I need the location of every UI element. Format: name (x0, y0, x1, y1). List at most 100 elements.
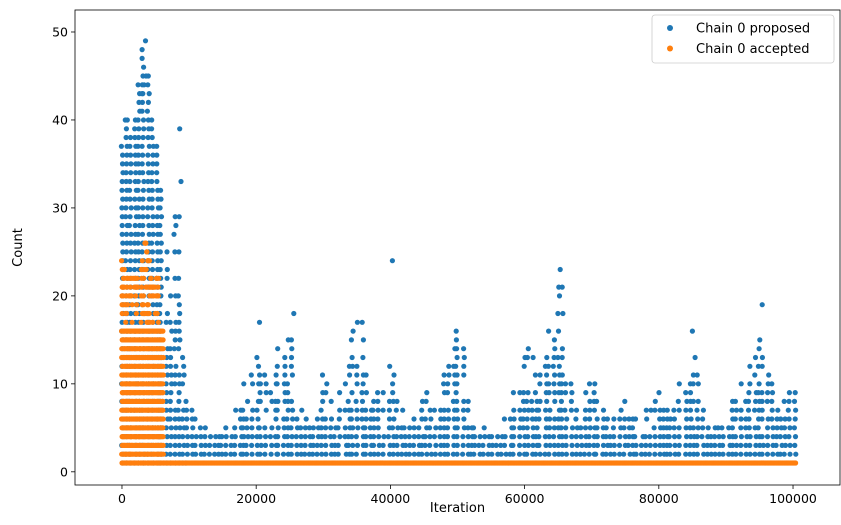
proposed-point (591, 442, 597, 448)
proposed-point (299, 407, 305, 413)
proposed-point (592, 381, 598, 387)
accepted-point (129, 319, 135, 325)
proposed-point (791, 425, 798, 431)
proposed-point (145, 82, 151, 88)
proposed-point (198, 442, 204, 448)
proposed-point (150, 152, 156, 158)
proposed-point (690, 425, 697, 431)
proposed-point (175, 407, 181, 413)
proposed-point (708, 434, 714, 440)
proposed-point (446, 372, 452, 378)
proposed-point (348, 407, 354, 413)
proposed-point (530, 425, 536, 431)
proposed-point (168, 390, 174, 396)
proposed-point (568, 398, 575, 404)
proposed-point (127, 196, 133, 202)
proposed-point (387, 451, 393, 457)
proposed-point (471, 434, 478, 440)
proposed-point (146, 91, 152, 97)
proposed-point (149, 117, 155, 123)
accepted-point (127, 275, 133, 281)
proposed-point (394, 434, 400, 440)
proposed-point (445, 407, 451, 413)
proposed-point (164, 310, 170, 317)
proposed-point (175, 293, 181, 299)
proposed-point (552, 346, 558, 352)
proposed-point (319, 434, 325, 440)
proposed-point (257, 398, 263, 404)
proposed-point (167, 319, 173, 325)
proposed-point (245, 398, 251, 404)
proposed-point (507, 416, 513, 422)
proposed-point (363, 442, 369, 448)
proposed-point (695, 425, 701, 431)
proposed-point (140, 117, 147, 123)
proposed-point (573, 434, 579, 440)
proposed-point (184, 451, 190, 457)
proposed-point (282, 372, 288, 378)
accepted-point (160, 425, 166, 431)
proposed-point (167, 363, 174, 369)
proposed-point (127, 143, 133, 149)
proposed-point (262, 372, 268, 378)
proposed-point (267, 390, 274, 396)
proposed-point (676, 442, 682, 448)
proposed-point (564, 416, 570, 422)
proposed-point (716, 451, 722, 457)
proposed-point (127, 240, 134, 246)
proposed-point (288, 398, 295, 404)
proposed-point (493, 442, 499, 448)
accepted-point (134, 284, 140, 290)
proposed-point (569, 390, 575, 396)
proposed-point (135, 82, 141, 88)
proposed-point (582, 407, 589, 413)
proposed-point (172, 337, 178, 343)
proposed-point (715, 425, 721, 431)
accepted-point (143, 266, 149, 273)
proposed-point (638, 442, 645, 448)
proposed-point (582, 416, 588, 422)
proposed-point (132, 258, 138, 264)
proposed-point (445, 451, 451, 457)
proposed-point (594, 425, 600, 431)
proposed-point (664, 407, 670, 413)
proposed-point (521, 407, 528, 413)
proposed-point (765, 381, 771, 387)
proposed-point (244, 451, 250, 457)
proposed-point (546, 381, 552, 387)
proposed-point (126, 222, 132, 229)
proposed-point (495, 434, 501, 440)
proposed-point (416, 434, 422, 440)
proposed-point (708, 442, 714, 448)
proposed-point (386, 398, 393, 404)
proposed-point (375, 425, 381, 431)
proposed-point (123, 249, 130, 255)
proposed-point (223, 434, 229, 440)
proposed-point (603, 425, 609, 431)
proposed-point (145, 99, 151, 105)
proposed-point (310, 434, 316, 440)
proposed-point (569, 425, 576, 431)
proposed-point (544, 372, 550, 378)
proposed-point (310, 451, 316, 457)
proposed-point (285, 390, 291, 396)
proposed-point (275, 346, 281, 352)
y-tick-label: 0 (60, 464, 68, 479)
proposed-point (128, 249, 134, 255)
accepted-point (141, 275, 147, 281)
proposed-point (336, 416, 342, 422)
proposed-point (328, 398, 334, 404)
proposed-point (733, 407, 740, 413)
proposed-point (294, 451, 300, 457)
proposed-point (671, 416, 678, 422)
proposed-point (289, 434, 295, 440)
proposed-point (146, 231, 152, 237)
proposed-point (149, 187, 155, 193)
proposed-point (642, 434, 648, 440)
proposed-point (387, 363, 393, 369)
proposed-point (444, 434, 451, 440)
accepted-point (145, 302, 151, 308)
proposed-point (328, 416, 335, 422)
proposed-point (256, 425, 262, 431)
proposed-point (157, 249, 163, 255)
